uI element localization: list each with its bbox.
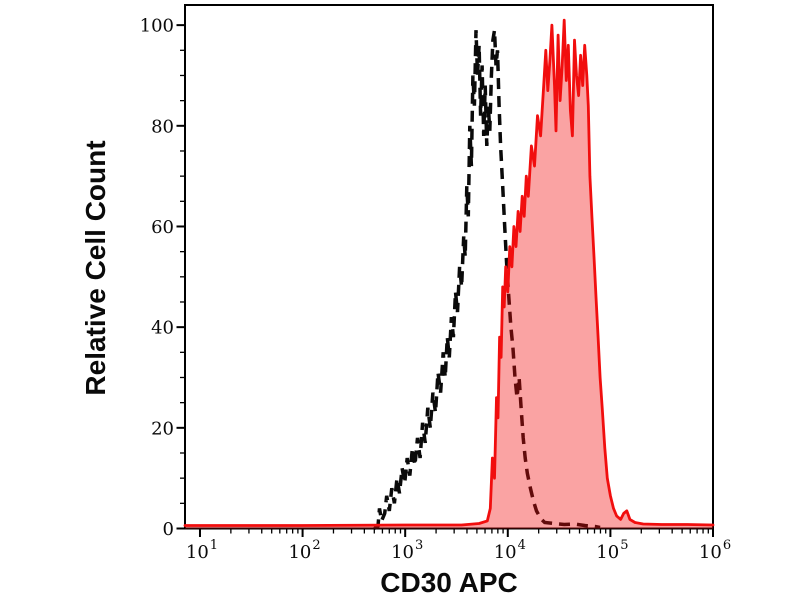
x-axis-ticks	[198, 528, 714, 537]
y-tick-label: 100	[140, 16, 174, 37]
plot-border	[184, 4, 714, 530]
x-tick-label: 105	[596, 538, 628, 563]
y-tick-label: 20	[151, 418, 174, 439]
x-tick-label: 102	[288, 538, 320, 563]
y-tick-label: 40	[151, 318, 174, 339]
sample-histogram-fill	[185, 20, 713, 529]
y-tick-label: 60	[151, 217, 174, 238]
y-axis-title: Relative Cell Count	[80, 140, 111, 396]
x-tick-label: 101	[186, 538, 218, 563]
sample-histogram-line	[183, 18, 715, 527]
x-tick-label: 103	[391, 538, 423, 563]
control-histogram-dashed	[373, 29, 601, 530]
y-axis-ticks	[176, 24, 185, 530]
x-axis-tick-labels: 101 102 103 104 105 106	[186, 538, 731, 563]
x-tick-label: 104	[494, 538, 526, 563]
y-axis-tick-labels: 0 20 40 60 80 100	[140, 16, 174, 540]
y-tick-label: 0	[163, 519, 174, 540]
y-tick-label: 80	[151, 116, 174, 137]
x-axis-title: CD30 APC	[380, 567, 518, 598]
x-tick-label: 106	[699, 538, 731, 563]
